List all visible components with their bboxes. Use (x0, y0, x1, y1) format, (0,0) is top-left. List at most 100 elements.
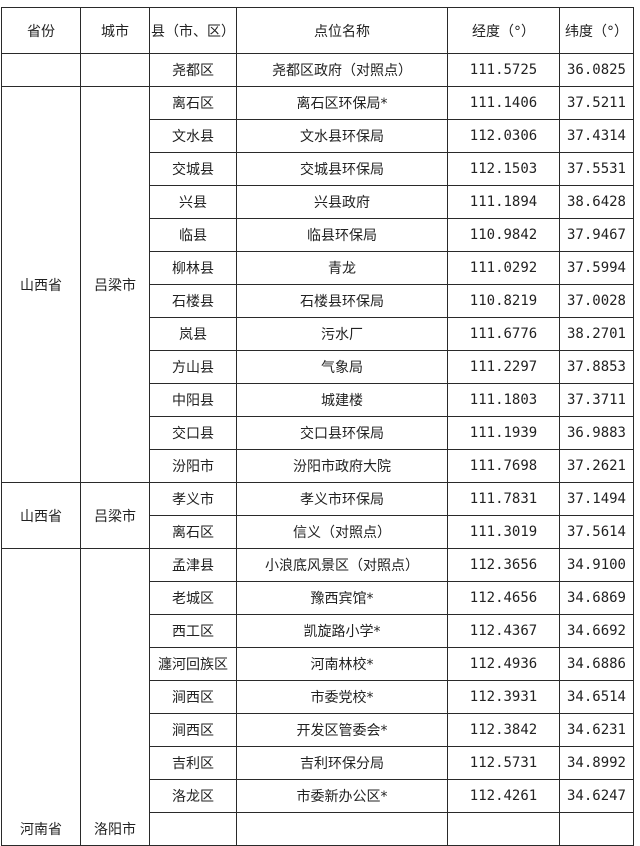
cell-city: 洛阳市 (80, 548, 150, 846)
cell-site-name: 孝义市环保局 (236, 482, 448, 516)
table-header-row: 省份 城市 县（市、区） 点位名称 经度（°） 纬度（°） (1, 7, 634, 54)
cell-latitude: 37.5531 (559, 152, 634, 186)
cell-county: 涧西区 (149, 713, 237, 747)
cell-latitude: 37.0028 (559, 284, 634, 318)
cell-county: 方山县 (149, 350, 237, 384)
cell-longitude: 112.5731 (447, 746, 560, 780)
cell-empty (236, 812, 448, 846)
table-row: 河南省 洛阳市 孟津县 小浪底风景区（对照点） 112.3656 34.9100 (1, 548, 634, 846)
cell-latitude: 34.6886 (559, 647, 634, 681)
cell-county: 临县 (149, 218, 237, 252)
cell-latitude: 37.5614 (559, 515, 634, 549)
table-row: 临县 临县环保局 110.9842 37.9467 (2, 218, 634, 252)
cell-county: 交口县 (149, 416, 237, 450)
cell-latitude: 34.6869 (559, 581, 634, 615)
cell-site-name: 小浪底风景区（对照点） (236, 548, 448, 582)
cell-longitude: 112.4936 (447, 647, 560, 681)
cell-latitude: 34.9100 (559, 548, 634, 582)
table-row: 山西省 吕梁市 孝义市 孝义市环保局 111.7831 37.1494 (1, 482, 634, 549)
cell-site-name: 污水厂 (236, 317, 448, 351)
cell-county: 中阳县 (149, 383, 237, 417)
cell-province: 山西省 (1, 86, 81, 483)
table-row: 洛龙区 市委新办公区* 112.4261 34.6247 (2, 779, 634, 813)
cell-county: 孝义市 (149, 482, 237, 516)
cell-site-name: 市委新办公区* (236, 779, 448, 813)
cell-latitude: 37.8853 (559, 350, 634, 384)
cell-longitude: 112.4367 (447, 614, 560, 648)
header-province: 省份 (1, 7, 81, 54)
cell-site-name: 离石区环保局* (236, 86, 448, 120)
cell-site-name: 气象局 (236, 350, 448, 384)
cell-longitude: 111.6776 (447, 317, 560, 351)
cell-longitude: 112.4656 (447, 581, 560, 615)
cell-latitude: 37.5211 (559, 86, 634, 120)
cell-county: 文水县 (149, 119, 237, 153)
cell-longitude: 111.1406 (447, 86, 560, 120)
cell-county: 岚县 (149, 317, 237, 351)
cell-site-name: 尧都区政府（对照点） (236, 53, 448, 87)
cell-province: 河南省 (1, 548, 81, 846)
cell-empty (149, 812, 237, 846)
cell-site-name: 河南林校* (236, 647, 448, 681)
cell-county: 交城县 (149, 152, 237, 186)
cell-longitude: 110.8219 (447, 284, 560, 318)
cell-site-name: 吉利环保分局 (236, 746, 448, 780)
cell-latitude: 36.0825 (559, 53, 634, 87)
cell-county: 汾阳市 (149, 449, 237, 483)
cell-latitude: 34.6231 (559, 713, 634, 747)
table-row: 兴县 兴县政府 111.1894 38.6428 (2, 185, 634, 219)
cell-site-name: 市委党校* (236, 680, 448, 714)
cell-longitude: 111.0292 (447, 251, 560, 285)
table-row: 文水县 文水县环保局 112.0306 37.4314 (2, 119, 634, 153)
cell-latitude: 37.2621 (559, 449, 634, 483)
table-row: 方山县 气象局 111.2297 37.8853 (2, 350, 634, 384)
header-longitude: 经度（°） (447, 7, 560, 54)
cell-city: 吕梁市 (80, 86, 150, 483)
cell-longitude: 111.1894 (447, 185, 560, 219)
cell-latitude: 38.2701 (559, 317, 634, 351)
cell-latitude: 36.9883 (559, 416, 634, 450)
cell-longitude: 111.1939 (447, 416, 560, 450)
cell-city: 吕梁市 (80, 482, 150, 549)
cell-province (1, 53, 81, 87)
cell-county: 洛龙区 (149, 779, 237, 813)
cell-site-name: 开发区管委会* (236, 713, 448, 747)
cell-site-name: 信义（对照点） (236, 515, 448, 549)
cell-site-name: 石楼县环保局 (236, 284, 448, 318)
cell-latitude: 37.1494 (559, 482, 634, 516)
cell-latitude: 34.6514 (559, 680, 634, 714)
table-row: 吉利区 吉利环保分局 112.5731 34.8992 (2, 746, 634, 780)
table-row: 柳林县 青龙 111.0292 37.5994 (2, 251, 634, 285)
table-row: 老城区 豫西宾馆* 112.4656 34.6869 (2, 581, 634, 615)
cell-site-name: 凯旋路小学* (236, 614, 448, 648)
table-row: 尧都区 尧都区政府（对照点） 111.5725 36.0825 (1, 53, 634, 87)
monitoring-site-table: 省份 城市 县（市、区） 点位名称 经度（°） 纬度（°） 尧都区 尧都区政府（对照点） 11… (1, 7, 634, 846)
cell-longitude: 112.4261 (447, 779, 560, 813)
cell-latitude: 37.4314 (559, 119, 634, 153)
cell-latitude: 37.3711 (559, 383, 634, 417)
cell-site-name: 文水县环保局 (236, 119, 448, 153)
cell-site-name: 交城县环保局 (236, 152, 448, 186)
cell-site-name: 汾阳市政府大院 (236, 449, 448, 483)
cell-latitude: 37.5994 (559, 251, 634, 285)
header-latitude: 纬度（°） (559, 7, 634, 54)
table-row: 交城县 交城县环保局 112.1503 37.5531 (2, 152, 634, 186)
cell-county: 兴县 (149, 185, 237, 219)
cell-latitude: 34.6692 (559, 614, 634, 648)
header-city: 城市 (80, 7, 150, 54)
cell-longitude: 111.7831 (447, 482, 560, 516)
cell-site-name: 临县环保局 (236, 218, 448, 252)
cell-county: 离石区 (149, 515, 237, 549)
cell-longitude: 111.3019 (447, 515, 560, 549)
table-row: 离石区 信义（对照点） 111.3019 37.5614 (2, 515, 634, 549)
cell-county: 尧都区 (149, 53, 237, 87)
cell-province: 山西省 (1, 482, 81, 549)
cell-empty (447, 812, 560, 846)
cell-longitude: 110.9842 (447, 218, 560, 252)
cell-empty (559, 812, 634, 846)
table-row: 山西省 吕梁市 离石区 离石区环保局* 111.1406 37.5211 (1, 86, 634, 483)
cell-longitude: 112.0306 (447, 119, 560, 153)
cell-site-name: 豫西宾馆* (236, 581, 448, 615)
site-table-container: 省份 城市 县（市、区） 点位名称 经度（°） 纬度（°） 尧都区 尧都区政府（对照点） 11… (1, 7, 634, 846)
table-row: 岚县 污水厂 111.6776 38.2701 (2, 317, 634, 351)
